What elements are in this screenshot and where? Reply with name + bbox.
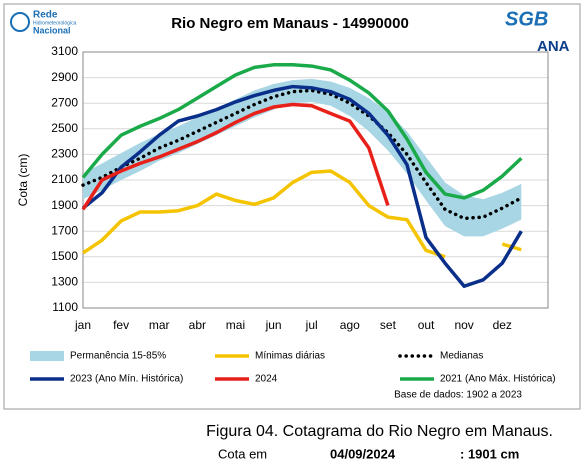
y-tick-label: 1100 <box>52 300 78 314</box>
y-tick-label: 1300 <box>51 275 78 289</box>
caption-label: Cota em <box>218 446 267 461</box>
y-tick-label: 2700 <box>51 95 78 109</box>
x-tick-label: jun <box>265 318 282 332</box>
x-tick-label: abr <box>189 318 206 332</box>
legend-label: Mínimas diárias <box>255 351 325 362</box>
logo-text: ANA <box>537 38 570 55</box>
caption-title: Figura 04. Cotagrama do Rio Negro em Man… <box>206 423 553 440</box>
legend-swatch <box>30 351 64 361</box>
x-tick-label: nov <box>454 318 473 332</box>
y-tick-label: 2900 <box>51 70 78 84</box>
y-tick-label: 1900 <box>51 198 78 212</box>
caption-value: : 1901 cm <box>460 446 519 461</box>
x-tick-label: set <box>380 318 397 332</box>
series-line <box>81 88 524 221</box>
logo-text: Hidrometeorológica <box>33 20 77 26</box>
x-tick-label: fev <box>113 318 129 332</box>
x-tick-label: jan <box>74 318 91 332</box>
chart-title: Rio Negro em Manaus - 14990000 <box>171 15 409 32</box>
y-tick-label: 1500 <box>51 249 78 263</box>
series-line <box>81 102 390 211</box>
legend-label: 2024 <box>255 374 278 385</box>
legend-label: Medianas <box>440 351 483 362</box>
logo-text: Nacional <box>33 25 71 35</box>
logo-text: Rede <box>33 10 58 21</box>
y-tick-label: 1700 <box>51 223 78 237</box>
legend-label: 2021 (Ano Máx. Histórica) <box>440 374 556 385</box>
x-tick-label: mai <box>226 318 245 332</box>
x-tick-label: ago <box>340 318 360 332</box>
logo-text: SGB <box>505 8 548 30</box>
x-tick-label: dez <box>493 318 512 332</box>
x-tick-label: mar <box>149 318 170 332</box>
note: Base de dados: 1902 a 2023 <box>394 390 522 401</box>
y-tick-label: 3100 <box>51 44 78 58</box>
chart-frame <box>3 3 581 410</box>
x-tick-label: out <box>418 318 435 332</box>
x-tick-label: jul <box>305 318 318 332</box>
legend-label: 2023 (Ano Mín. Histórica) <box>70 374 183 385</box>
series-line <box>81 63 523 200</box>
logo-icon <box>10 12 30 32</box>
y-tick-label: 2100 <box>51 172 78 186</box>
series-line <box>81 84 523 288</box>
y-axis-label: Cota (cm) <box>16 154 30 207</box>
y-tick-label: 2500 <box>51 121 78 135</box>
band <box>83 78 522 237</box>
legend-label: Permanência 15-85% <box>70 351 166 362</box>
caption-date: 04/09/2024 <box>330 446 396 461</box>
y-tick-label: 2300 <box>51 147 78 161</box>
